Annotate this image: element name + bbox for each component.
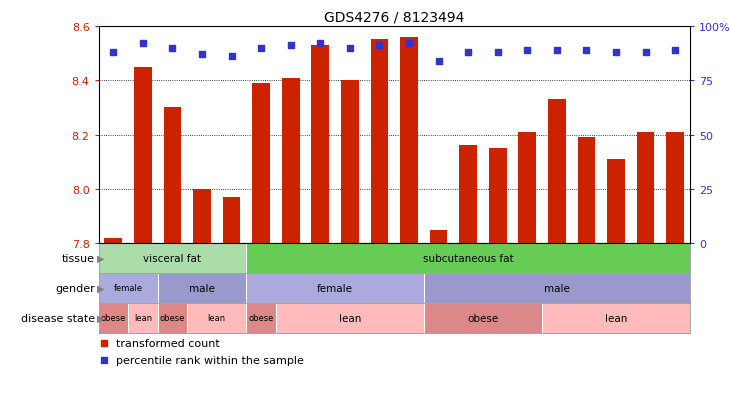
Point [166, 45, 178, 52]
Bar [158, 303, 187, 333]
Bar [518, 133, 536, 244]
Bar [489, 149, 507, 244]
Text: obese: obese [160, 313, 185, 323]
Bar [247, 273, 423, 303]
Text: female: female [114, 284, 142, 293]
Point [226, 54, 237, 60]
Point [639, 50, 651, 56]
Bar [637, 133, 654, 244]
Text: obese: obese [248, 313, 274, 323]
Text: ▶: ▶ [97, 283, 104, 293]
Bar [400, 38, 418, 244]
Point [196, 52, 208, 58]
Text: male: male [544, 283, 569, 293]
Text: tissue: tissue [62, 254, 95, 263]
Bar [99, 303, 128, 333]
Bar [577, 138, 595, 244]
Bar [193, 190, 211, 244]
Point [315, 41, 326, 47]
Text: ▶: ▶ [97, 254, 104, 263]
Bar [666, 133, 684, 244]
Text: percentile rank within the sample: percentile rank within the sample [116, 355, 304, 365]
Bar [253, 84, 270, 244]
Bar [99, 273, 158, 303]
Point [521, 47, 533, 54]
Point [99, 356, 110, 363]
Point [403, 41, 415, 47]
Point [344, 45, 356, 52]
Text: male: male [189, 283, 215, 293]
Point [580, 47, 592, 54]
Point [433, 58, 445, 65]
Text: subcutaneous fat: subcutaneous fat [423, 254, 513, 263]
Point [669, 47, 681, 54]
Bar [430, 230, 447, 244]
Bar [247, 244, 690, 273]
Text: disease state: disease state [20, 313, 95, 323]
Bar [164, 108, 181, 244]
Title: GDS4276 / 8123494: GDS4276 / 8123494 [324, 10, 464, 24]
Bar [223, 197, 240, 244]
Bar [423, 273, 690, 303]
Bar [187, 303, 247, 333]
Bar [548, 100, 566, 244]
Point [255, 45, 267, 52]
Bar [423, 303, 542, 333]
Bar [104, 238, 122, 244]
Bar [158, 273, 247, 303]
Bar [128, 303, 158, 333]
Bar [607, 160, 625, 244]
Bar [247, 303, 276, 333]
Text: transformed count: transformed count [116, 338, 220, 348]
Point [492, 50, 504, 56]
Bar [459, 146, 477, 244]
Point [462, 50, 474, 56]
Bar [542, 303, 690, 333]
Text: gender: gender [55, 283, 95, 293]
Point [285, 43, 296, 50]
Text: lean: lean [134, 313, 152, 323]
Text: female: female [317, 283, 353, 293]
Point [610, 50, 622, 56]
Text: ▶: ▶ [97, 313, 104, 323]
Text: lean: lean [339, 313, 361, 323]
Bar [134, 67, 152, 244]
Text: obese: obese [101, 313, 126, 323]
Bar [312, 46, 329, 244]
Bar [371, 40, 388, 244]
Text: visceral fat: visceral fat [144, 254, 201, 263]
Bar [341, 81, 358, 244]
Bar [282, 78, 299, 244]
Bar [99, 244, 247, 273]
Text: lean: lean [604, 313, 627, 323]
Point [99, 340, 110, 347]
Point [107, 50, 119, 56]
Text: obese: obese [467, 313, 499, 323]
Bar [276, 303, 423, 333]
Text: lean: lean [208, 313, 226, 323]
Point [551, 47, 563, 54]
Point [137, 41, 149, 47]
Point [374, 43, 385, 50]
